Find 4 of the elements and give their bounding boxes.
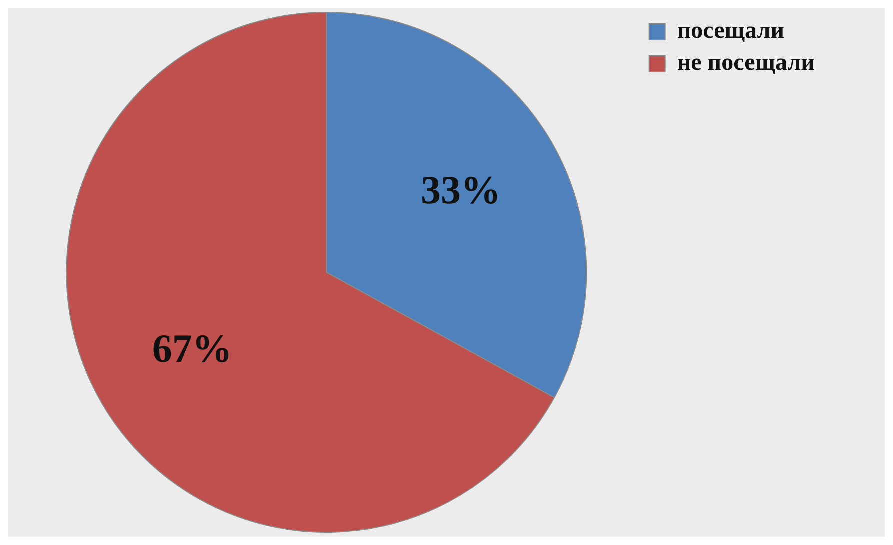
legend-label: не посещали [677,50,816,76]
legend-label: посещали [677,18,785,44]
data-label: 67% [152,326,232,372]
data-label: 33% [420,167,501,212]
